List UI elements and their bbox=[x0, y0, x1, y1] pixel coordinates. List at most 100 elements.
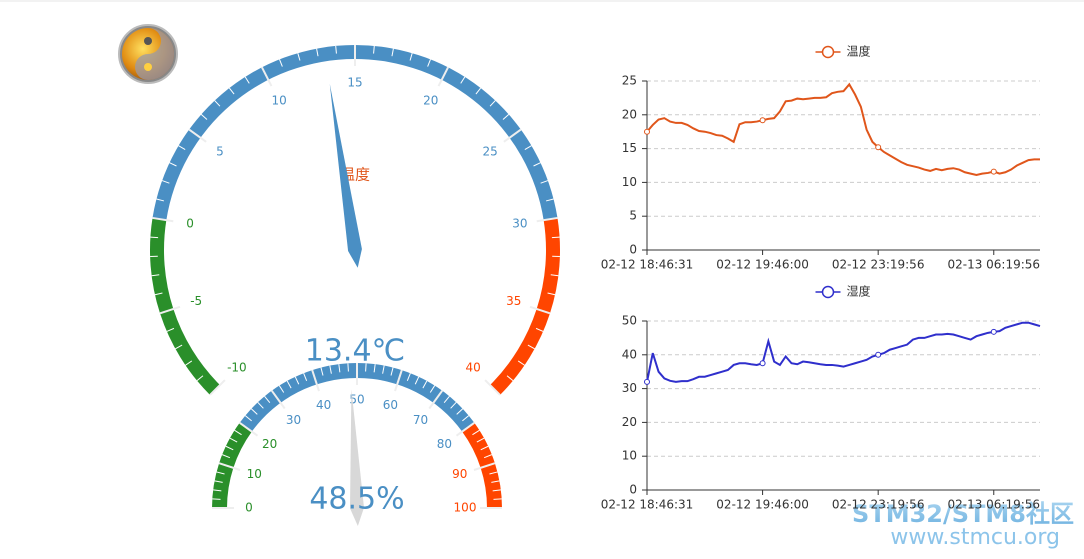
minor-tick bbox=[443, 395, 450, 403]
gauge-tick-label: 80 bbox=[437, 437, 452, 451]
gauge-tick-label: 15 bbox=[347, 76, 362, 90]
data-line bbox=[646, 321, 1041, 383]
minor-tick bbox=[166, 327, 175, 332]
minor-tick bbox=[294, 376, 300, 385]
minor-tick bbox=[286, 380, 292, 389]
minor-tick bbox=[422, 380, 428, 389]
data-line bbox=[646, 82, 1040, 176]
minor-tick bbox=[429, 385, 436, 393]
gauge-band bbox=[152, 44, 558, 221]
gauge-tick-label: 25 bbox=[482, 144, 497, 158]
gauge-pointer bbox=[350, 389, 364, 526]
gauge-tick-label: 40 bbox=[465, 361, 480, 375]
gauge-band bbox=[150, 217, 220, 395]
major-tick bbox=[455, 421, 475, 437]
y-tick-label: 30 bbox=[622, 381, 637, 395]
minor-tick bbox=[533, 162, 541, 167]
x-tick-label: 02-13 06:19:56 bbox=[947, 258, 1040, 272]
y-tick-label: 20 bbox=[622, 107, 637, 121]
y-tick-label: 10 bbox=[622, 175, 637, 189]
gauge-tick-label: 20 bbox=[423, 94, 438, 108]
minor-tick bbox=[502, 114, 510, 120]
major-tick bbox=[209, 379, 226, 396]
minor-tick bbox=[427, 59, 431, 67]
major-tick bbox=[188, 128, 207, 143]
minor-tick bbox=[303, 372, 308, 382]
gauge-tick-label: 20 bbox=[262, 437, 277, 451]
minor-tick bbox=[175, 344, 183, 350]
data-point bbox=[990, 168, 997, 175]
gauge-value: 48.5% bbox=[309, 482, 404, 517]
major-tick bbox=[152, 216, 174, 223]
minor-tick bbox=[156, 198, 165, 202]
major-tick bbox=[428, 390, 444, 410]
minor-tick bbox=[527, 344, 535, 350]
gauge-tick-label: 5 bbox=[216, 144, 224, 158]
major-tick bbox=[394, 369, 403, 392]
minor-tick bbox=[365, 363, 367, 372]
minor-tick bbox=[493, 498, 502, 500]
x-tick-label: 02-12 18:46:31 bbox=[601, 258, 694, 272]
data-point bbox=[759, 360, 766, 367]
minor-tick bbox=[406, 372, 411, 382]
minor-tick bbox=[483, 454, 493, 459]
major-tick bbox=[473, 462, 496, 471]
y-tick-label: 25 bbox=[622, 74, 637, 88]
minor-tick bbox=[475, 87, 482, 95]
minor-tick bbox=[338, 364, 341, 373]
gauge-band bbox=[212, 422, 252, 508]
data-point bbox=[644, 378, 650, 385]
x-tick-label: 02-12 19:46:00 bbox=[716, 498, 809, 512]
minor-tick bbox=[185, 360, 193, 366]
y-tick-label: 10 bbox=[622, 449, 637, 463]
gauge-tick-label: 0 bbox=[186, 216, 194, 230]
minor-tick bbox=[472, 429, 480, 436]
minor-tick bbox=[234, 429, 242, 436]
minor-tick bbox=[221, 454, 231, 459]
minor-tick bbox=[316, 48, 319, 57]
minor-tick bbox=[391, 48, 394, 57]
minor-tick bbox=[540, 180, 549, 184]
data-point bbox=[875, 144, 882, 151]
gauge-value: 13.4℃ bbox=[305, 334, 406, 369]
minor-tick bbox=[278, 385, 285, 393]
minor-tick bbox=[335, 45, 337, 54]
gauge-band bbox=[239, 363, 475, 432]
y-tick-label: 40 bbox=[622, 347, 637, 361]
minor-tick bbox=[151, 274, 160, 277]
x-tick-label: 02-12 18:46:31 bbox=[601, 498, 694, 512]
gauge-tick-label: 60 bbox=[383, 398, 398, 412]
gauge-tick-label: 90 bbox=[452, 467, 467, 481]
minor-tick bbox=[476, 437, 485, 443]
minor-tick bbox=[489, 100, 496, 107]
data-point bbox=[875, 351, 882, 358]
gauge-tick-label: 35 bbox=[506, 294, 521, 308]
major-tick bbox=[218, 462, 241, 471]
minor-tick bbox=[545, 198, 554, 202]
minor-tick bbox=[161, 180, 170, 184]
minor-tick bbox=[216, 471, 225, 475]
major-tick bbox=[239, 421, 259, 437]
gauge-tick-label: 10 bbox=[272, 94, 287, 108]
minor-tick bbox=[462, 415, 470, 422]
data-point bbox=[990, 328, 997, 335]
gauge-tick-label: 40 bbox=[316, 398, 331, 412]
major-tick bbox=[503, 128, 522, 143]
gauge-tick-label: 10 bbox=[247, 467, 262, 481]
minor-tick bbox=[214, 100, 221, 107]
major-tick bbox=[529, 305, 551, 315]
x-tick-label: 02-12 19:46:00 bbox=[716, 258, 809, 272]
major-tick bbox=[536, 216, 558, 223]
minor-tick bbox=[460, 76, 466, 84]
minor-tick bbox=[347, 363, 349, 372]
y-tick-label: 5 bbox=[629, 209, 637, 223]
gauge-tick-label: -5 bbox=[190, 294, 202, 308]
major-tick bbox=[159, 305, 181, 315]
minor-tick bbox=[456, 408, 464, 415]
major-tick bbox=[484, 379, 501, 396]
minor-tick bbox=[297, 53, 301, 61]
gauge-tick-label: 70 bbox=[413, 413, 428, 427]
y-tick-label: 50 bbox=[622, 314, 637, 328]
